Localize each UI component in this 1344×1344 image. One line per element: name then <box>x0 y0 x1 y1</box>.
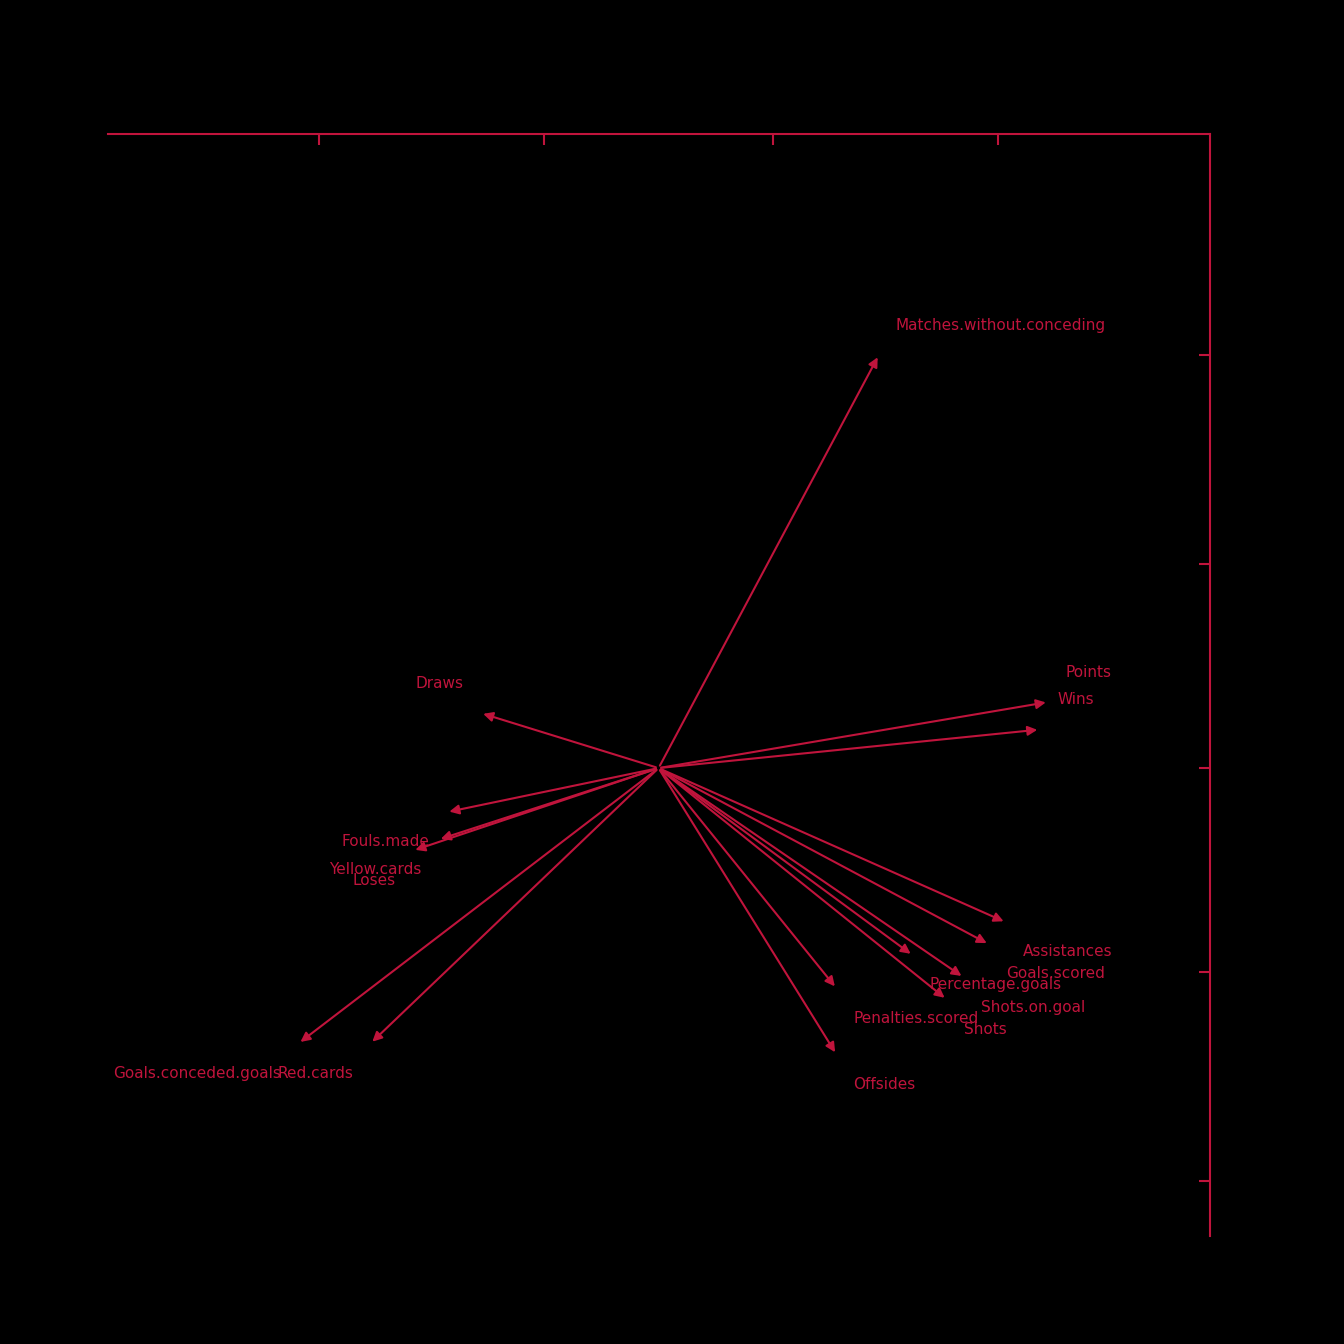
Text: Goals.conceded.goals: Goals.conceded.goals <box>113 1066 281 1081</box>
Text: Wins: Wins <box>1056 692 1094 707</box>
Text: Fouls.made: Fouls.made <box>341 835 430 849</box>
Text: Points: Points <box>1066 665 1111 680</box>
Text: Loses: Loses <box>352 872 395 888</box>
Text: Penalties.scored: Penalties.scored <box>853 1011 978 1025</box>
Text: Goals.scored: Goals.scored <box>1007 966 1105 981</box>
Text: Red.cards: Red.cards <box>277 1066 353 1081</box>
Text: Draws: Draws <box>415 676 464 691</box>
Text: Yellow.cards: Yellow.cards <box>329 862 421 876</box>
Text: Shots.on.goal: Shots.on.goal <box>981 1000 1085 1015</box>
Text: Shots: Shots <box>964 1021 1007 1036</box>
Text: Matches.without.conceding: Matches.without.conceding <box>896 317 1106 333</box>
Text: Offsides: Offsides <box>853 1077 915 1091</box>
Text: Percentage.goals: Percentage.goals <box>930 977 1062 992</box>
Text: Assistances: Assistances <box>1023 945 1113 960</box>
